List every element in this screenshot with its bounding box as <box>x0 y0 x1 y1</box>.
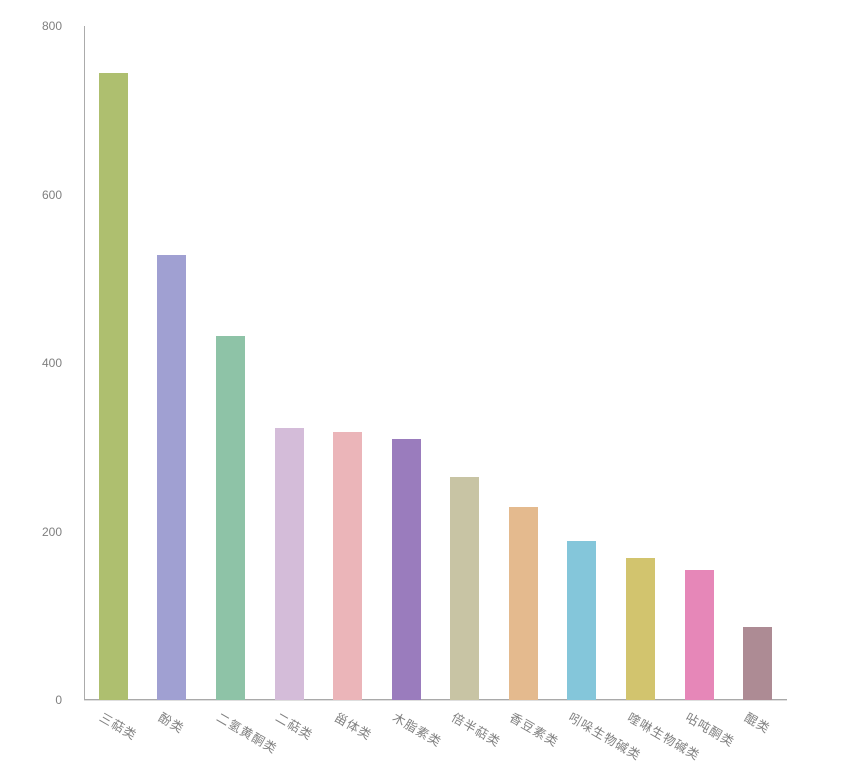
y-axis-tick-label: 0 <box>55 693 62 707</box>
bar-甾体类 <box>333 432 363 700</box>
x-axis-line <box>84 699 787 700</box>
bar-二萜类 <box>274 427 304 700</box>
x-axis-label: 酚类 <box>155 710 187 737</box>
x-axis-label: 三萜类 <box>97 710 140 743</box>
bar-喹啉生物碱类 <box>626 557 656 700</box>
x-axis-label: 木脂素类 <box>390 710 444 750</box>
x-axis-label: 香豆素类 <box>507 710 562 750</box>
y-axis-tick-label: 400 <box>41 356 62 370</box>
x-axis-label: 二萜类 <box>273 710 316 743</box>
bar-香豆素类 <box>508 507 538 700</box>
x-axis-label: 甾体类 <box>331 710 374 743</box>
bar-三萜类 <box>98 73 128 700</box>
bar-吲哚生物碱类 <box>567 540 597 700</box>
bar-醌类 <box>743 626 773 700</box>
y-axis-tick-label: 600 <box>41 187 62 202</box>
x-axis-label: 二氢黄酮类 <box>214 710 280 757</box>
y-axis-line <box>84 26 85 700</box>
bar-酚类 <box>157 255 187 700</box>
bar-呫吨酮类 <box>684 570 714 700</box>
bar-二氢黄酮类 <box>215 336 245 700</box>
x-axis-label: 醌类 <box>741 710 773 737</box>
y-axis-tick-label: 200 <box>41 524 62 539</box>
bar-木脂素类 <box>391 438 421 700</box>
x-axis-label: 倍半萜类 <box>448 710 503 750</box>
y-axis-tick-label: 800 <box>41 19 62 33</box>
bar-倍半萜类 <box>450 476 480 700</box>
